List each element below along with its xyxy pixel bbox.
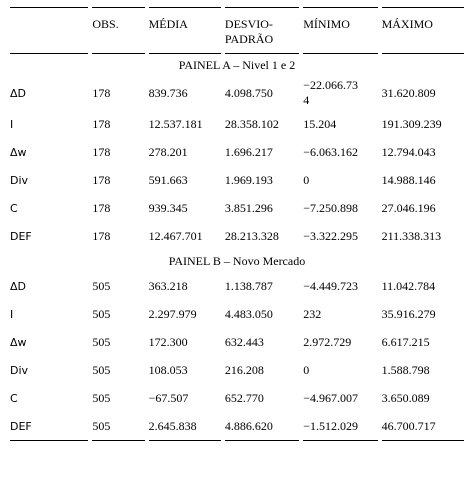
data-row: DEF 178 12.467.701 28.213.328 −3.322.295 211.…	[10, 222, 464, 250]
statistics-table: OBS. MÉDIA DESVIO-PADRÃO MÍNIMO MÁXIMO PAINE…	[6, 7, 468, 441]
column-header: MÍNIMO	[303, 7, 378, 54]
data-row: I 505 2.297.979 4.483.050 232 35.916.279	[10, 300, 464, 328]
cell: −22.066.734	[303, 78, 359, 107]
cell: 232	[303, 306, 322, 321]
cell: 4.886.620	[224, 412, 300, 441]
header-row: OBS. MÉDIA DESVIO-PADRÃO MÍNIMO MÁXIMO	[10, 7, 464, 54]
cell: −4.967.007	[303, 390, 359, 405]
cell: −4.449.723	[303, 278, 359, 293]
cell: 4.098.750	[224, 85, 273, 100]
row-label: I	[10, 307, 14, 321]
cell: 0	[303, 362, 310, 377]
column-header: DESVIO-PADRÃO	[224, 7, 300, 54]
cell: 363.218	[148, 278, 188, 293]
panel-title: PAINEL B – Novo Mercado	[168, 253, 306, 268]
cell: 591.663	[148, 172, 188, 187]
column-header: MÉDIA	[148, 7, 221, 54]
data-row: Div 505 108.053 216.208 0 1.588.798	[10, 356, 464, 384]
cell: 211.338.313	[381, 228, 442, 243]
row-label: Div	[10, 363, 29, 377]
cell: 14.988.146	[381, 172, 436, 187]
cell: 178	[92, 116, 111, 131]
cell: 12.467.701	[148, 228, 203, 243]
cell: 27.046.196	[381, 200, 436, 215]
cell: 31.620.809	[381, 85, 436, 100]
cell: 505	[92, 334, 111, 349]
panel-row: PAINEL B – Novo Mercado	[10, 250, 464, 272]
panel-row: PAINEL A – Nivel 1 e 2	[10, 54, 464, 76]
cell: −3.322.295	[303, 228, 359, 243]
cell: 172.300	[148, 334, 188, 349]
row-label: DEF	[10, 229, 32, 243]
cell: 12.537.181	[148, 116, 203, 131]
cell: 28.358.102	[224, 116, 279, 131]
column-header: MÁXIMO	[381, 7, 464, 54]
row-label: ΔD	[10, 86, 26, 100]
cell: 1.588.798	[381, 362, 430, 377]
cell: 278.201	[148, 144, 188, 159]
cell: 505	[92, 412, 145, 441]
cell: 178	[92, 228, 111, 243]
cell: −6.063.162	[303, 144, 359, 159]
data-row: C 178 939.345 3.851.296 −7.250.898 27.046.196	[10, 194, 464, 222]
cell: 178	[92, 172, 111, 187]
column-header	[10, 7, 89, 54]
cell: 108.053	[148, 362, 188, 377]
cell: 178	[92, 200, 111, 215]
cell: 6.617.215	[381, 334, 430, 349]
cell: −1.512.029	[303, 412, 378, 441]
cell: 839.736	[148, 85, 188, 100]
row-label: DEF	[10, 412, 89, 441]
cell: 0	[303, 172, 310, 187]
row-label: Div	[10, 173, 29, 187]
panel-title: PAINEL A – Nivel 1 e 2	[178, 57, 296, 72]
cell: −67.507	[148, 390, 189, 405]
cell: 35.916.279	[381, 306, 436, 321]
row-label: Δw	[10, 335, 27, 349]
cell: 46.700.717	[381, 412, 464, 441]
row-label: C	[10, 391, 18, 405]
cell: 652.770	[224, 390, 264, 405]
cell: 2.972.729	[303, 334, 352, 349]
data-row: Δw 505 172.300 632.443 2.972.729 6.617.215	[10, 328, 464, 356]
cell: 12.794.043	[381, 144, 436, 159]
cell: 505	[92, 390, 111, 405]
cell: 191.309.239	[381, 116, 442, 131]
data-row: DEF 505 2.645.838 4.886.620 −1.512.029 46.700…	[10, 412, 464, 441]
data-row: C 505 −67.507 652.770 −4.967.007 3.650.089	[10, 384, 464, 412]
cell: 1.138.787	[224, 278, 273, 293]
row-label: ΔD	[10, 279, 26, 293]
row-label: I	[10, 117, 14, 131]
column-header: OBS.	[92, 7, 145, 54]
row-label: C	[10, 201, 18, 215]
cell: 505	[92, 278, 111, 293]
data-row: Δw 178 278.201 1.696.217 −6.063.162 12.794.04…	[10, 138, 464, 166]
cell: 632.443	[224, 334, 264, 349]
cell: 11.042.784	[381, 278, 436, 293]
cell: 15.204	[303, 116, 337, 131]
cell: 4.483.050	[224, 306, 273, 321]
table-body: PAINEL A – Nivel 1 e 2 ΔD 178 839.736 4.098.…	[10, 54, 464, 441]
cell: 178	[92, 144, 111, 159]
cell: 3.650.089	[381, 390, 430, 405]
data-row: I 178 12.537.181 28.358.102 15.204 191.309.23…	[10, 110, 464, 138]
cell: 2.645.838	[148, 412, 221, 441]
cell: 216.208	[224, 362, 264, 377]
cell: 1.969.193	[224, 172, 273, 187]
cell: 178	[92, 85, 111, 100]
data-row: ΔD 178 839.736 4.098.750 −22.066.734 31.620.8…	[10, 76, 464, 110]
cell: 1.696.217	[224, 144, 273, 159]
cell: 28.213.328	[224, 228, 279, 243]
data-row: ΔD 505 363.218 1.138.787 −4.449.723 11.042.78…	[10, 272, 464, 300]
cell: 505	[92, 362, 111, 377]
cell: 3.851.296	[224, 200, 273, 215]
cell: 2.297.979	[148, 306, 197, 321]
cell: 505	[92, 306, 111, 321]
row-label: Δw	[10, 145, 27, 159]
data-row: Div 178 591.663 1.969.193 0 14.988.146	[10, 166, 464, 194]
cell: −7.250.898	[303, 200, 359, 215]
cell: 939.345	[148, 200, 188, 215]
